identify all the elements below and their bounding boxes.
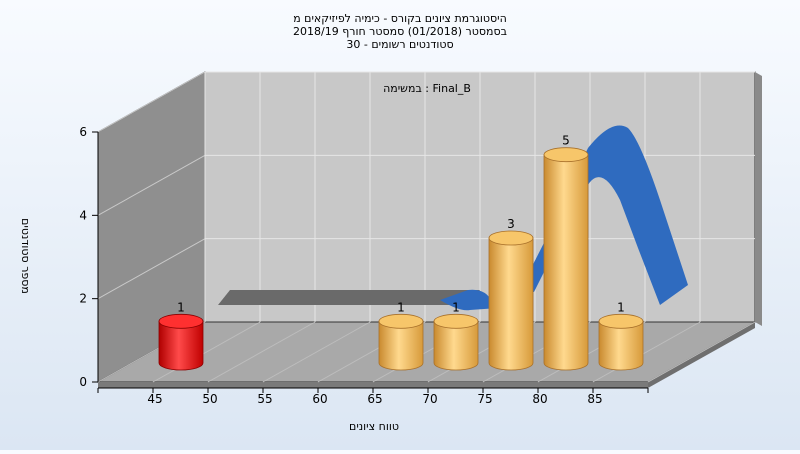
y-tick-label: 4	[79, 208, 87, 222]
grid-line-side	[97, 154, 206, 216]
bar-value-label: 1	[452, 300, 460, 314]
bar-value-label: 1	[397, 300, 405, 314]
grid-line-floor	[262, 321, 371, 383]
chart-title-line-2: בסמסטר (01/2018) סמסטר חורף 2018/19	[293, 25, 507, 38]
bar-top	[378, 313, 424, 329]
bar-top	[158, 313, 204, 329]
x-tick-label: 85	[587, 392, 602, 406]
x-tick-label: 75	[477, 392, 492, 406]
floor-right-edge	[648, 322, 755, 388]
x-axis: 45 50 55 60 65 70 75 80 85	[97, 387, 649, 406]
x-tick-label: 50	[202, 392, 217, 406]
grid-line-floor	[152, 321, 261, 383]
y-tick-label: 0	[79, 375, 87, 389]
inner-task-label: במשימה : Final_B	[383, 82, 471, 95]
chart-title-line-3: סטודנטים רשומים - 30	[346, 38, 453, 51]
bar-value-label: 1	[617, 300, 625, 314]
bar-value-label: 5	[562, 134, 570, 148]
bar-cylinder	[598, 320, 644, 371]
bar-top	[543, 147, 589, 163]
bar-top	[433, 313, 479, 329]
bar-cylinder	[488, 237, 534, 371]
x-tick-label: 45	[147, 392, 162, 406]
bar-cylinder	[158, 320, 204, 371]
bar-value-label: 3	[507, 217, 515, 231]
x-tick-label: 80	[532, 392, 547, 406]
chart-title-line-1: היסטוגרמת ציונים בקורס - כימיה לפיזיקאים…	[293, 12, 507, 25]
right-wall-edge	[755, 72, 762, 326]
y-axis: 0 2 4 6	[79, 125, 99, 389]
x-tick-label: 65	[367, 392, 382, 406]
bars-group: 1 1 1 3 5 1	[158, 134, 644, 371]
bar-top	[598, 313, 644, 329]
floor-front-edge	[98, 382, 648, 388]
bar-top	[488, 230, 534, 246]
y-axis-label: מספר סטודנטים	[19, 218, 32, 294]
y-tick-label: 2	[79, 292, 87, 306]
grid-line-floor	[647, 321, 756, 383]
bar-cylinder	[433, 320, 479, 371]
x-tick-label: 55	[257, 392, 272, 406]
grid-line-side	[97, 71, 206, 133]
grid-line-side	[97, 238, 206, 300]
x-tick-label: 70	[422, 392, 437, 406]
x-axis-label: טווח ציונים	[349, 420, 399, 433]
bar-value-label: 1	[177, 300, 185, 314]
y-tick-label: 6	[79, 125, 87, 139]
bar-cylinder	[378, 320, 424, 371]
grid-line-floor	[592, 321, 701, 383]
bar-cylinder	[543, 154, 589, 371]
x-tick-label: 60	[312, 392, 327, 406]
grid-line-floor	[207, 321, 316, 383]
trend-ribbon-back	[218, 290, 480, 305]
